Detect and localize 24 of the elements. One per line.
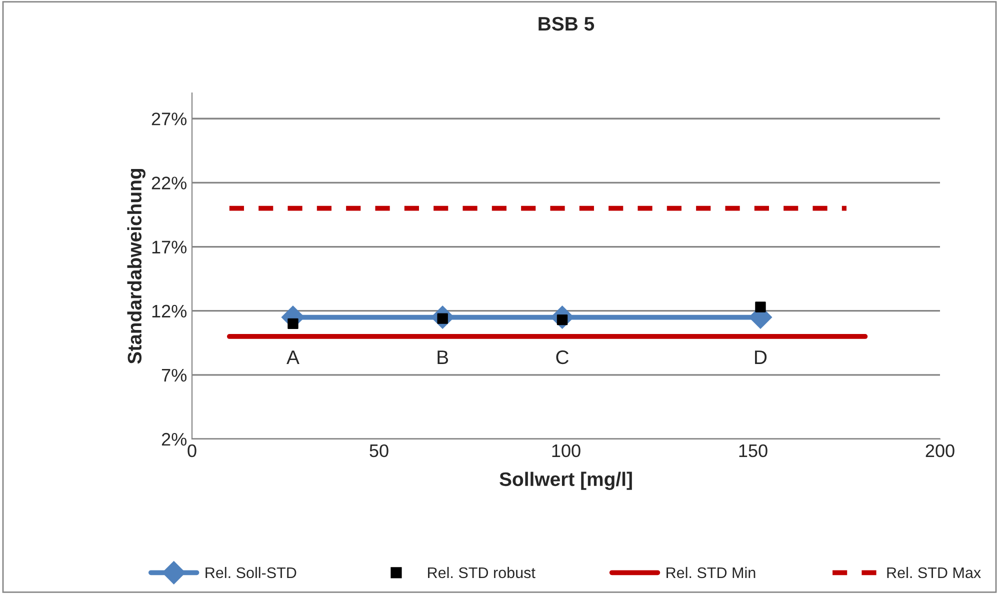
y-tick-label: 12% [152, 304, 186, 318]
legend-label: Rel. STD Min [666, 566, 756, 578]
legend-label: Rel. STD Max [887, 566, 981, 578]
legend-label: Rel. STD robust [428, 566, 536, 578]
x-tick-label: 200 [926, 444, 954, 458]
x-tick-label: 0 [188, 444, 196, 458]
y-tick-label: 2% [162, 432, 186, 446]
y-axis-title: Standardabweichung [127, 168, 146, 364]
y-tick-label: 17% [152, 240, 186, 254]
annotation: D [755, 350, 767, 364]
x-tick-label: 150 [739, 444, 768, 458]
annotation: A [286, 350, 300, 364]
x-axis-title: Sollwert [mg/l] [500, 472, 632, 490]
point [755, 302, 766, 312]
point [288, 318, 298, 330]
legend-label: Rel. Soll-STD [206, 566, 296, 578]
annotation: C [556, 350, 569, 364]
y-tick-label: 7% [162, 368, 186, 382]
y-tick-label: 22% [152, 176, 186, 190]
x-tick-label: 100 [552, 444, 580, 458]
chart-title: BSB 5 [538, 16, 594, 31]
annotation: B [438, 350, 448, 364]
x-tick-label: 50 [370, 444, 388, 458]
y-tick-label: 27% [152, 112, 186, 126]
